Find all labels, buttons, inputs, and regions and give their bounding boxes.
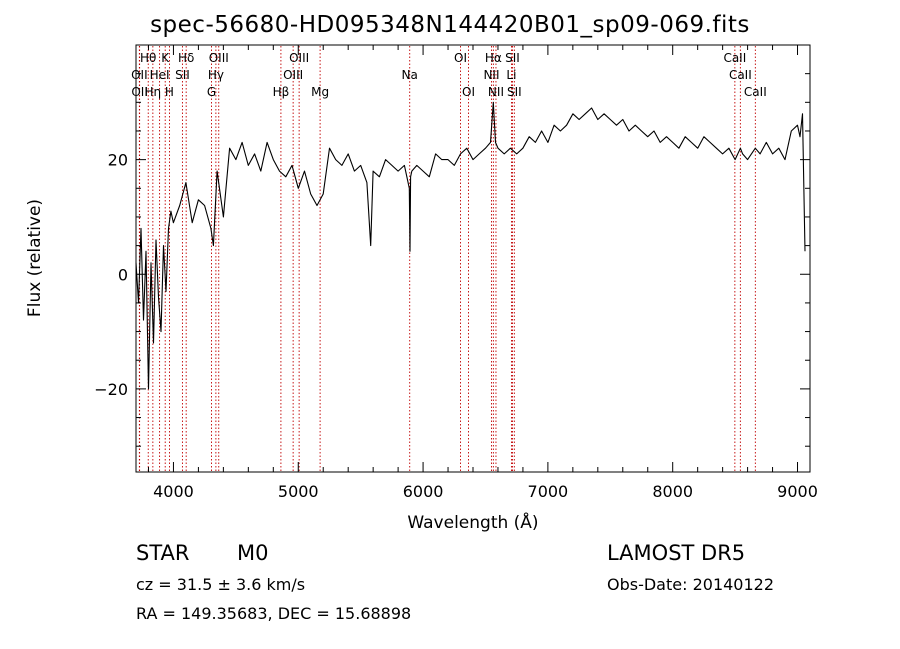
emission-line-markers <box>138 46 756 471</box>
line-label-2: OII <box>131 85 148 99</box>
object-class: STAR <box>136 541 190 565</box>
line-label-7: SII <box>175 68 190 82</box>
line-label-26: CaII <box>729 68 752 82</box>
line-label-12: Hβ <box>273 85 290 99</box>
line-label-23: Li <box>506 68 516 82</box>
line-label-0: Hθ <box>140 51 156 65</box>
line-label-24: SII <box>507 85 522 99</box>
line-label-5: K <box>161 51 170 65</box>
line-label-4: HeI <box>150 68 170 82</box>
x-tick-label-2: 6000 <box>403 482 444 501</box>
x-tick-label-1: 5000 <box>278 482 319 501</box>
redshift-cz: cz = 31.5 ± 3.6 km/s <box>136 575 306 594</box>
x-axis-label: Wavelength (Å) <box>407 511 538 533</box>
line-label-14: OIII <box>289 51 309 65</box>
x-tick-label-3: 7000 <box>528 482 569 501</box>
line-label-19: Hα <box>485 51 502 65</box>
survey-name: LAMOST DR5 <box>607 541 746 565</box>
y-tick-label-2: 20 <box>108 151 128 170</box>
object-subclass: M0 <box>237 541 269 565</box>
observation-date: Obs-Date: 20140122 <box>607 575 775 594</box>
y-tick-label-0: −20 <box>94 380 128 399</box>
x-axis-ticks: 4000 5000 6000 7000 8000 9000 <box>147 45 818 501</box>
line-label-27: CaII <box>744 85 767 99</box>
plot-frame <box>135 44 811 473</box>
line-label-1: OII <box>131 68 148 82</box>
y-tick-label-1: 0 <box>118 265 128 284</box>
line-label-11: G <box>207 85 216 99</box>
line-label-18: OI <box>462 85 475 99</box>
line-label-21: NII <box>488 85 504 99</box>
line-label-22: SII <box>505 51 520 65</box>
y-axis-ticks: −20 0 20 <box>94 73 810 447</box>
line-label-17: OI <box>454 51 467 65</box>
line-label-8: Hδ <box>178 51 194 65</box>
line-label-9: OIII <box>209 51 229 65</box>
x-tick-label-5: 9000 <box>777 482 818 501</box>
x-tick-label-0: 4000 <box>153 482 194 501</box>
spectrum-series <box>135 101 806 390</box>
line-label-13: OIII <box>283 68 303 82</box>
line-label-6: H <box>165 85 174 99</box>
line-label-3: Hη <box>145 85 162 99</box>
line-label-20: NII <box>483 68 499 82</box>
y-axis-label: Flux (relative) <box>25 199 45 317</box>
coordinates: RA = 149.35683, DEC = 15.68898 <box>136 604 412 623</box>
spectrum-line-0 <box>135 101 806 390</box>
line-label-10: Hγ <box>208 68 224 82</box>
line-label-25: CaII <box>723 51 746 65</box>
x-tick-label-4: 8000 <box>652 482 693 501</box>
chart-title: spec-56680-HD095348N144420B01_sp09-069.f… <box>150 12 750 38</box>
line-label-16: Na <box>402 68 418 82</box>
line-label-15: Mg <box>311 85 329 99</box>
